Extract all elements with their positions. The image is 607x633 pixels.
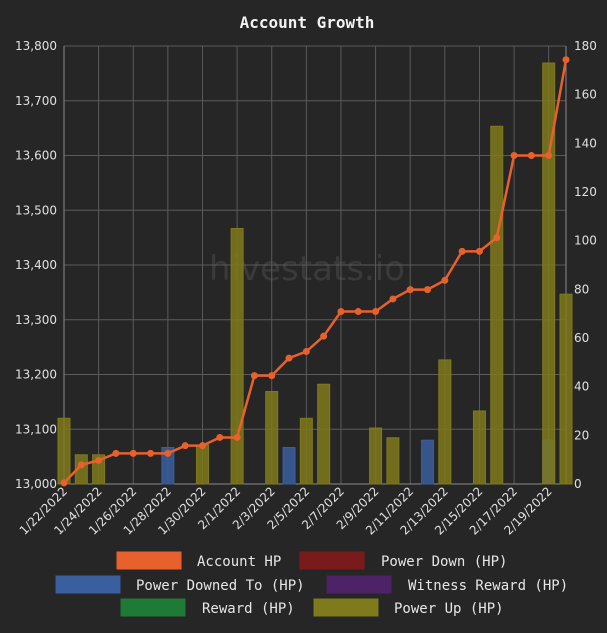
- legend-label: Account HP: [197, 554, 281, 570]
- right-tick-label: 140: [574, 136, 597, 150]
- legend-label: Power Up (HP): [394, 601, 504, 617]
- bar-power-up-hp: [490, 125, 504, 485]
- bar-power-up-hp: [57, 417, 71, 485]
- account-hp-point: [424, 286, 432, 294]
- account-hp-point: [147, 449, 155, 457]
- left-tick-label: 13,400: [15, 258, 57, 272]
- account-hp-point: [372, 308, 380, 316]
- account-hp-point: [302, 348, 310, 356]
- account-hp-point: [527, 152, 535, 159]
- legend-swatch: [299, 551, 365, 570]
- legend-swatch: [55, 575, 121, 594]
- right-axis: 0 20 40 60 80 100 120 140 160 180: [574, 39, 597, 491]
- account-hp-point: [77, 461, 85, 469]
- x-axis: 1/22/20221/24/20221/26/20221/28/20221/30…: [17, 484, 555, 537]
- legend-swatch: [313, 598, 379, 617]
- account-hp-point: [458, 247, 466, 255]
- account-hp-point: [510, 152, 518, 159]
- right-tick-label: 160: [574, 88, 597, 102]
- left-tick-label: 13,100: [15, 422, 57, 436]
- bars-layer: [57, 62, 573, 485]
- legend: Account HP Power Down (HP) Power Downed To…: [55, 551, 568, 617]
- left-tick-label: 13,200: [15, 368, 57, 382]
- bar-power-up-hp: [299, 417, 313, 485]
- bar-power-up-hp: [230, 228, 244, 485]
- right-tick-label: 20: [574, 428, 589, 442]
- left-tick-label: 13,600: [15, 149, 57, 163]
- account-hp-point: [562, 56, 570, 64]
- legend-swatch: [326, 575, 392, 594]
- account-hp-point: [216, 433, 224, 441]
- bar-power-up-hp: [386, 437, 400, 485]
- left-tick-label: 13,800: [15, 39, 57, 53]
- chart-title: Account Growth: [240, 13, 375, 32]
- bar-power-up-hp: [195, 444, 209, 485]
- account-hp-point: [129, 449, 137, 457]
- bar-power-up-hp: [438, 359, 452, 485]
- legend-swatch: [120, 598, 186, 617]
- account-hp-point: [545, 152, 553, 159]
- bar-power-downed-to-hp: [282, 447, 296, 485]
- account-hp-point: [285, 354, 293, 362]
- account-hp-point: [95, 456, 103, 464]
- bar-power-up-hp: [369, 427, 383, 485]
- line-layer: [60, 56, 570, 487]
- bar-power-downed-to-hp: [421, 439, 435, 485]
- bar-power-up-hp: [542, 62, 556, 485]
- account-hp-point: [389, 295, 397, 303]
- account-hp-point: [493, 234, 501, 242]
- account-hp-point: [164, 449, 172, 457]
- right-tick-label: 100: [574, 234, 597, 248]
- right-tick-label: 40: [574, 380, 589, 394]
- account-hp-point: [250, 372, 258, 380]
- account-hp-point: [406, 286, 414, 294]
- right-tick-label: 0: [574, 477, 582, 491]
- bar-power-up-hp: [317, 383, 331, 485]
- bar-power-downed-to-hp: [161, 447, 175, 485]
- account-hp-point: [268, 372, 276, 380]
- left-tick-label: 13,500: [15, 203, 57, 217]
- left-tick-label: 13,700: [15, 94, 57, 108]
- right-tick-label: 60: [574, 331, 589, 345]
- account-hp-point: [181, 442, 189, 450]
- account-hp-point: [320, 332, 328, 340]
- left-axis: 13,000 13,100 13,200 13,300 13,400 13,500 13,6…: [15, 39, 57, 491]
- account-hp-point: [441, 276, 449, 284]
- account-hp-point: [60, 479, 68, 487]
- legend-label: Power Downed To (HP): [136, 578, 305, 594]
- account-hp-point: [112, 449, 120, 457]
- right-tick-label: 80: [574, 282, 589, 296]
- legend-label: Reward (HP): [202, 601, 295, 617]
- account-hp-point: [198, 442, 206, 450]
- bar-power-up-hp: [265, 391, 279, 485]
- account-hp-point: [354, 308, 362, 316]
- legend-label: Power Down (HP): [381, 554, 507, 570]
- legend-swatch: [116, 551, 182, 570]
- account-hp-point: [337, 308, 345, 316]
- account-hp-point: [233, 433, 241, 441]
- bar-power-up-hp: [559, 293, 573, 485]
- right-tick-label: 120: [574, 185, 597, 199]
- left-tick-label: 13,300: [15, 313, 57, 327]
- account-hp-point: [475, 247, 483, 255]
- left-tick-label: 13,000: [15, 477, 57, 491]
- right-tick-label: 180: [574, 39, 597, 53]
- bar-power-up-hp: [472, 410, 486, 485]
- legend-label: Witness Reward (HP): [408, 578, 568, 594]
